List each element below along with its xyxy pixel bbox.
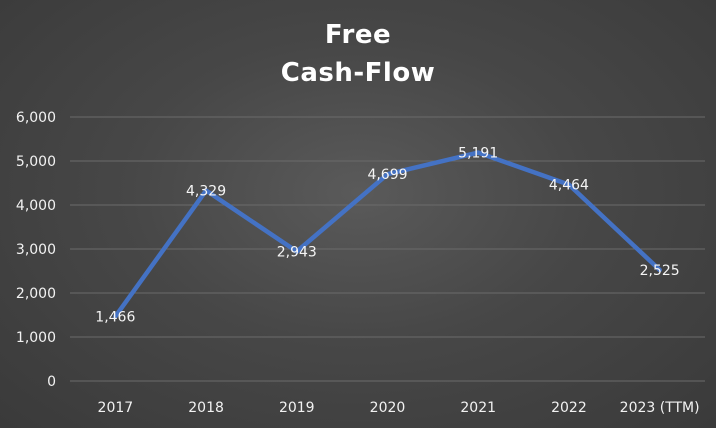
series-layer	[113, 150, 662, 319]
data-point	[657, 267, 662, 273]
data-label: 4,329	[186, 184, 226, 200]
x-tick-label: 2020	[370, 400, 406, 416]
y-tick-label: 1,000	[16, 330, 56, 346]
data-label: 4,464	[549, 178, 589, 194]
x-tick-label: 2023 (TTM)	[620, 400, 700, 416]
y-axis-tick-labels: 0 1,000 2,000 3,000 4,000 5,000 6,000	[16, 110, 56, 390]
x-tick-label: 2019	[279, 400, 315, 416]
y-tick-label: 4,000	[16, 198, 56, 214]
data-label: 5,191	[458, 146, 498, 162]
data-label: 1,466	[95, 309, 135, 325]
chart-title-line-2: Cash-Flow	[280, 58, 436, 88]
gridlines	[70, 116, 705, 382]
y-tick-label: 0	[47, 374, 56, 390]
data-point	[113, 314, 118, 319]
x-tick-label: 2018	[188, 400, 224, 416]
data-label: 2,525	[640, 263, 680, 279]
data-point	[203, 188, 209, 193]
data-point	[566, 182, 572, 187]
x-axis-tick-labels: 2017 2018 2019 2020 2021 2022 2023 (TTM)	[98, 400, 700, 416]
data-point	[294, 249, 299, 254]
y-tick-label: 5,000	[16, 154, 56, 170]
data-labels: 1,466 4,329 2,943 4,699 5,191 4,464 2,525	[95, 146, 679, 326]
data-point	[476, 150, 481, 155]
data-label: 2,943	[277, 245, 317, 261]
chart-title-line-1: Free	[324, 20, 392, 50]
y-tick-label: 6,000	[16, 110, 56, 126]
x-tick-label: 2022	[551, 400, 587, 416]
x-tick-label: 2021	[460, 400, 496, 416]
y-tick-label: 3,000	[16, 242, 56, 258]
data-point	[385, 172, 390, 177]
data-label: 4,699	[367, 167, 407, 183]
y-tick-label: 2,000	[16, 286, 56, 302]
chart-title: Free Cash-Flow	[0, 16, 716, 92]
x-tick-label: 2017	[98, 400, 134, 416]
